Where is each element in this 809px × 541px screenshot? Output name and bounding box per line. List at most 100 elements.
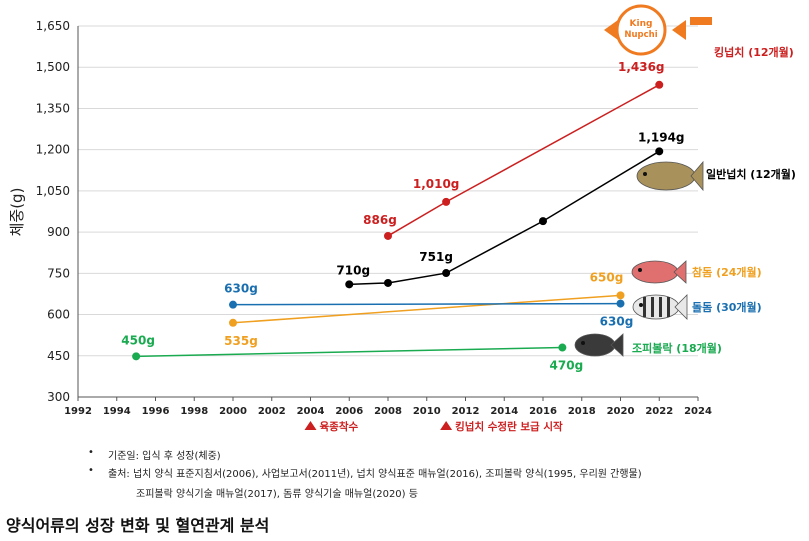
series-line — [136, 346, 563, 358]
annotation-label: 킹넙치 수정란 보급 시작 — [455, 420, 563, 433]
rock-bream-picture — [632, 294, 688, 320]
fish-tail — [690, 160, 704, 192]
data-point — [655, 80, 664, 89]
series-name: 일반넙치 (12개월) — [706, 167, 796, 181]
y-tick-label: 1,200 — [36, 143, 70, 157]
y-tick-label: 1,500 — [36, 60, 70, 74]
rockfish-picture — [574, 333, 624, 357]
y-tick-label: 300 — [47, 390, 70, 404]
x-tick-label: 2008 — [374, 406, 402, 417]
logo-arrow-left — [604, 20, 618, 40]
data-label: 1,010g — [413, 177, 460, 191]
data-label: 650g — [590, 270, 624, 284]
x-tick-label: 1998 — [180, 406, 208, 417]
series-line — [232, 294, 621, 324]
y-tick-label: 1,650 — [36, 19, 70, 33]
fish-eye — [643, 172, 647, 176]
series-name: 돌돔 (30개월) — [692, 300, 762, 314]
x-tick-label: 2014 — [490, 406, 518, 417]
fish-tail — [610, 333, 624, 357]
data-point — [384, 278, 392, 287]
y-tick-label: 750 — [47, 266, 70, 280]
axes: 300 450 600 750 900 1,050 1,200 1,350 1,500 1,650… — [8, 19, 712, 433]
data-point — [229, 300, 237, 309]
series-line — [232, 302, 621, 306]
series-name: 참돔 (24개월) — [692, 265, 762, 279]
x-tick-label: 2002 — [258, 406, 286, 417]
fish-body — [636, 161, 696, 191]
fish-body — [631, 260, 679, 284]
annotation-marker — [304, 421, 317, 430]
data-point — [616, 299, 625, 308]
y-tick-label: 600 — [47, 308, 70, 322]
data-label: 1,436g — [618, 60, 665, 74]
x-tick-label: 2016 — [529, 406, 557, 417]
data-point — [655, 147, 664, 156]
bullet-dot: • — [88, 447, 94, 458]
data-point — [616, 291, 625, 300]
series-line — [387, 84, 660, 237]
data-label: 886g — [363, 213, 397, 227]
x-tick-label: 2024 — [684, 406, 712, 417]
series-0: 886g 1,010g 1,436g 킹넙치 (12개월) — [363, 45, 794, 240]
note-source-cont: 조피볼락 양식기술 매뉴얼(2017), 돔류 양식기술 매뉴얼(2020) 등 — [136, 489, 418, 500]
data-point — [442, 197, 451, 206]
x-tick-label: 2020 — [607, 406, 635, 417]
data-label: 1,194g — [638, 130, 685, 144]
data-point — [345, 280, 354, 289]
series-2: 535g 650g 참돔 (24개월) — [224, 265, 761, 348]
logo-word: Nupchi — [624, 30, 657, 40]
data-point — [558, 343, 567, 352]
bullet-dot: • — [88, 465, 94, 476]
data-label: 470g — [550, 359, 584, 373]
fish-eye — [581, 341, 585, 345]
logo-word: King — [630, 19, 653, 29]
x-tick-label: 1994 — [103, 406, 131, 417]
x-tick-label: 2000 — [219, 406, 247, 417]
data-label: 630g — [600, 315, 634, 329]
x-tick-label: 1992 — [64, 406, 92, 417]
x-tick-label: 1996 — [142, 406, 170, 417]
x-tick-label: 2012 — [452, 406, 480, 417]
y-tick-label: 450 — [47, 349, 70, 363]
data-point — [539, 217, 547, 226]
note-baseline: 기준일: 입식 후 성장(체중) — [108, 451, 221, 462]
y-tick-label: 900 — [47, 225, 70, 239]
x-tick-label: 2018 — [568, 406, 596, 417]
y-axis-label: 체중(g) — [8, 188, 26, 237]
series-3: 630g 630g 돌돔 (30개월) — [224, 282, 761, 329]
series-name: 조피볼락 (18개월) — [632, 341, 722, 355]
data-point — [384, 231, 392, 240]
annotation-label: 육종착수 — [320, 420, 359, 433]
x-tick-label: 2010 — [413, 406, 441, 417]
fish-tail — [674, 294, 688, 320]
data-label: 535g — [224, 334, 258, 348]
x-tick-label: 2006 — [335, 406, 363, 417]
series-1: 710g 751g 1,194g 일반넙치 (12개월) — [336, 130, 796, 289]
data-point — [229, 318, 237, 327]
fish-body — [574, 333, 616, 357]
data-label: 710g — [336, 263, 370, 277]
x-tick-label: 2022 — [645, 406, 673, 417]
data-label: 751g — [419, 250, 453, 264]
logo-arrow-right — [672, 20, 686, 40]
data-label: 630g — [224, 282, 258, 296]
data-point — [442, 269, 451, 278]
y-tick-label: 1,050 — [36, 184, 70, 198]
flounder-picture — [636, 160, 704, 192]
series-name: 킹넙치 (12개월) — [714, 45, 794, 59]
logo-tag — [690, 17, 712, 25]
fish-eye — [639, 303, 643, 307]
fish-eye — [638, 268, 642, 272]
series-4: 450g 470g 조피볼락 (18개월) — [121, 333, 722, 372]
red-seabream-picture — [631, 260, 687, 284]
series-layer: 886g 1,010g 1,436g 킹넙치 (12개월) 710g 751g 1,194g… — [121, 45, 796, 373]
note-source: 출처: 넙치 양식 표준지침서(2006), 사업보고서(2011년), 넙치 … — [108, 469, 642, 480]
data-label: 450g — [121, 333, 155, 347]
fish-body — [632, 294, 680, 320]
data-point — [132, 352, 141, 361]
y-tick-label: 1,350 — [36, 101, 70, 115]
annotation-marker — [440, 421, 453, 430]
